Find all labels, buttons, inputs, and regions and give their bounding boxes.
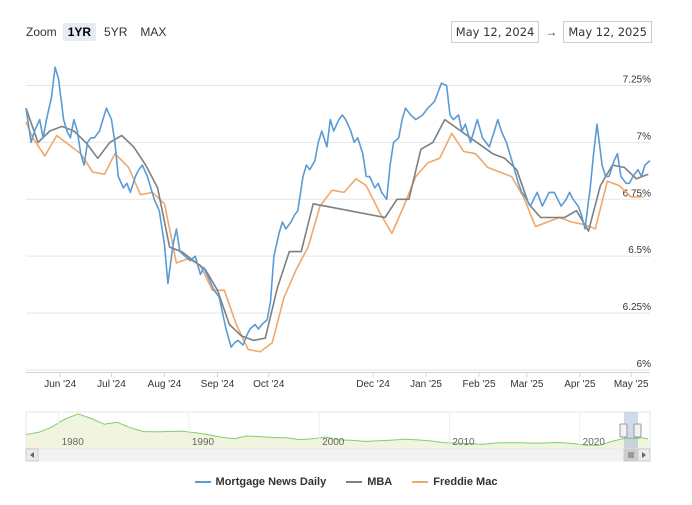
- zoom-max-button[interactable]: MAX: [140, 25, 167, 39]
- date-arrow-icon: →: [545, 25, 558, 39]
- navigator-handle-right[interactable]: [633, 423, 642, 438]
- navigator-area: [26, 414, 650, 448]
- date-range: May 12, 2024 → May 12, 2025: [450, 21, 652, 43]
- legend-label-freddie: Freddie Mac: [433, 476, 498, 488]
- legend-item-mba[interactable]: MBA: [346, 476, 392, 488]
- date-from-input[interactable]: May 12, 2024: [450, 21, 540, 43]
- y-axis: 6% 6.25% 6.5% 6.75% 7% 7.25%: [623, 74, 651, 370]
- navigator-year-label: 2020: [583, 437, 606, 448]
- scrollbar[interactable]: [25, 448, 651, 462]
- y-tick-label: 6.5%: [628, 245, 651, 256]
- x-tick-label: Sep '24: [201, 379, 235, 390]
- series-line-2[interactable]: [25, 121, 644, 353]
- series-group: [25, 66, 651, 353]
- x-tick-label: Dec '24: [356, 379, 390, 390]
- navigator-year-label: 1980: [62, 437, 85, 448]
- x-tick-label: May '25: [614, 379, 649, 390]
- x-tick-label: Jan '25: [410, 379, 442, 390]
- scrollbar-track[interactable]: [25, 448, 651, 462]
- legend-swatch-mba: [346, 481, 363, 483]
- legend-swatch-mnd: [194, 481, 211, 483]
- navigator: 1980 1990 2000 2010 2020: [25, 411, 651, 449]
- scroll-left-icon: [30, 452, 34, 458]
- scrollbar-grip-icon: [628, 452, 634, 458]
- date-to-input[interactable]: May 12, 2025: [563, 21, 652, 43]
- grid-lines: [26, 84, 650, 371]
- series-line-0[interactable]: [25, 66, 651, 348]
- y-tick-label: 6%: [637, 359, 652, 370]
- legend-label-mba: MBA: [367, 476, 393, 488]
- y-tick-label: 6.25%: [623, 302, 651, 313]
- navigator-year-label: 1990: [192, 437, 215, 448]
- x-tick-label: Apr '25: [564, 379, 596, 390]
- x-tick-label: Mar '25: [510, 379, 543, 390]
- y-tick-label: 6.75%: [623, 188, 651, 199]
- range-selector: Zoom 1YR 5YR MAX: [26, 22, 174, 42]
- navigator-year-label: 2010: [452, 437, 475, 448]
- x-tick-label: Aug '24: [148, 379, 182, 390]
- navigator-handle-left[interactable]: [619, 423, 628, 438]
- series-line-1[interactable]: [25, 107, 649, 342]
- x-tick-label: Oct '24: [253, 379, 285, 390]
- zoom-5yr-button[interactable]: 5YR: [104, 25, 128, 39]
- legend: Mortgage News Daily MBA Freddie Mac: [0, 476, 692, 488]
- x-tick-label: Jun '24: [44, 379, 76, 390]
- legend-label-mnd: Mortgage News Daily: [215, 476, 327, 488]
- y-tick-label: 7%: [637, 131, 652, 142]
- legend-item-freddie[interactable]: Freddie Mac: [412, 476, 497, 488]
- scroll-right-icon: [642, 452, 646, 458]
- legend-swatch-freddie: [412, 481, 429, 483]
- x-tick-label: Jul '24: [97, 379, 126, 390]
- x-tick-label: Feb '25: [463, 379, 496, 390]
- navigator-year-ticks: 1980 1990 2000 2010 2020: [58, 412, 606, 448]
- navigator-year-label: 2000: [322, 437, 345, 448]
- zoom-1yr-button[interactable]: 1YR: [62, 23, 97, 41]
- navigator-selection[interactable]: [624, 412, 638, 448]
- x-axis: Jun '24 Jul '24 Aug '24 Sep '24 Oct '24 Dec '…: [26, 372, 650, 390]
- zoom-label: Zoom: [26, 25, 57, 39]
- legend-item-mnd[interactable]: Mortgage News Daily: [194, 476, 327, 488]
- y-tick-label: 7.25%: [623, 74, 651, 85]
- navigator-line: [25, 413, 649, 446]
